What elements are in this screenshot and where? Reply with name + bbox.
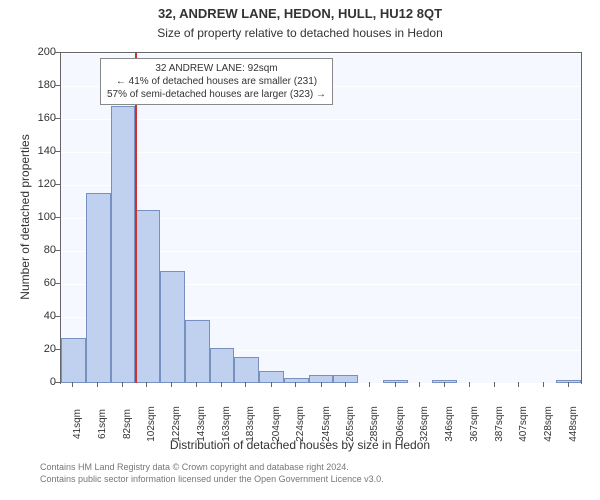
x-tick-mark xyxy=(321,382,322,387)
x-tick-label: 428sqm xyxy=(543,406,554,442)
x-tick-label: 82sqm xyxy=(122,409,133,439)
x-tick-mark xyxy=(245,382,246,387)
x-tick-mark xyxy=(345,382,346,387)
x-tick-mark xyxy=(369,382,370,387)
x-tick-mark xyxy=(395,382,396,387)
x-tick-label: 143sqm xyxy=(196,406,207,442)
annotation-line: 57% of semi-detached houses are larger (… xyxy=(107,88,326,101)
gridline xyxy=(61,185,581,186)
x-tick-label: 346sqm xyxy=(444,406,455,442)
y-tick-label: 180 xyxy=(6,79,56,91)
x-tick-mark xyxy=(171,382,172,387)
x-tick-area: 41sqm 61sqm 82sqm 102sqm 122sqm 143sqm 163sqm 1… xyxy=(60,382,580,442)
x-tick-mark xyxy=(97,382,98,387)
y-tick-label: 160 xyxy=(6,112,56,124)
x-tick-label: 265sqm xyxy=(345,406,356,442)
x-tick-mark xyxy=(271,382,272,387)
footer-line-1: Contains HM Land Registry data © Crown c… xyxy=(40,462,384,474)
x-tick-mark xyxy=(444,382,445,387)
histogram-bar xyxy=(135,210,160,383)
x-tick-label: 183sqm xyxy=(245,406,256,442)
gridline xyxy=(61,152,581,153)
x-tick-label: 367sqm xyxy=(469,406,480,442)
y-tick-label: 100 xyxy=(6,211,56,223)
x-tick-mark xyxy=(469,382,470,387)
annotation-line: 32 ANDREW LANE: 92sqm xyxy=(107,62,326,75)
histogram-bar xyxy=(61,338,86,383)
histogram-bar xyxy=(234,357,259,383)
footer-attribution: Contains HM Land Registry data © Crown c… xyxy=(40,462,384,485)
y-tick-area: 020406080100120140160180200 xyxy=(0,52,60,382)
x-tick-mark xyxy=(146,382,147,387)
y-tick-label: 120 xyxy=(6,178,56,190)
chart-container: 32, ANDREW LANE, HEDON, HULL, HU12 8QT S… xyxy=(0,0,600,500)
x-tick-mark xyxy=(72,382,73,387)
x-tick-label: 204sqm xyxy=(271,406,282,442)
histogram-bar xyxy=(86,193,111,383)
y-tick-label: 80 xyxy=(6,244,56,256)
histogram-bar xyxy=(185,320,210,383)
histogram-bar xyxy=(111,106,136,383)
x-tick-label: 41sqm xyxy=(72,409,83,439)
x-tick-label: 61sqm xyxy=(97,409,108,439)
chart-subtitle: Size of property relative to detached ho… xyxy=(0,26,600,40)
histogram-bar xyxy=(160,271,185,383)
x-tick-mark xyxy=(122,382,123,387)
x-tick-mark xyxy=(295,382,296,387)
y-tick-label: 200 xyxy=(6,46,56,58)
annotation-line: ← 41% of detached houses are smaller (23… xyxy=(107,75,326,88)
x-tick-mark xyxy=(221,382,222,387)
x-tick-mark xyxy=(543,382,544,387)
y-tick-label: 20 xyxy=(6,343,56,355)
gridline xyxy=(61,119,581,120)
x-tick-mark xyxy=(568,382,569,387)
x-tick-mark xyxy=(419,382,420,387)
x-tick-mark xyxy=(196,382,197,387)
x-tick-label: 326sqm xyxy=(419,406,430,442)
histogram-bar xyxy=(210,348,235,383)
y-tick-label: 0 xyxy=(6,376,56,388)
x-tick-label: 285sqm xyxy=(369,406,380,442)
x-tick-label: 122sqm xyxy=(171,406,182,442)
chart-title: 32, ANDREW LANE, HEDON, HULL, HU12 8QT xyxy=(0,6,600,21)
x-tick-label: 448sqm xyxy=(568,406,579,442)
y-tick-label: 140 xyxy=(6,145,56,157)
y-tick-label: 60 xyxy=(6,277,56,289)
x-tick-mark xyxy=(518,382,519,387)
x-tick-label: 306sqm xyxy=(395,406,406,442)
x-tick-label: 224sqm xyxy=(295,406,306,442)
x-tick-mark xyxy=(494,382,495,387)
x-tick-label: 163sqm xyxy=(221,406,232,442)
annotation-box: 32 ANDREW LANE: 92sqm← 41% of detached h… xyxy=(100,58,333,105)
x-axis-label: Distribution of detached houses by size … xyxy=(0,438,600,452)
gridline xyxy=(61,53,581,54)
footer-line-2: Contains public sector information licen… xyxy=(40,474,384,486)
x-tick-label: 387sqm xyxy=(494,406,505,442)
x-tick-label: 102sqm xyxy=(146,406,157,442)
y-tick-label: 40 xyxy=(6,310,56,322)
x-tick-label: 245sqm xyxy=(321,406,332,442)
x-tick-label: 407sqm xyxy=(518,406,529,442)
